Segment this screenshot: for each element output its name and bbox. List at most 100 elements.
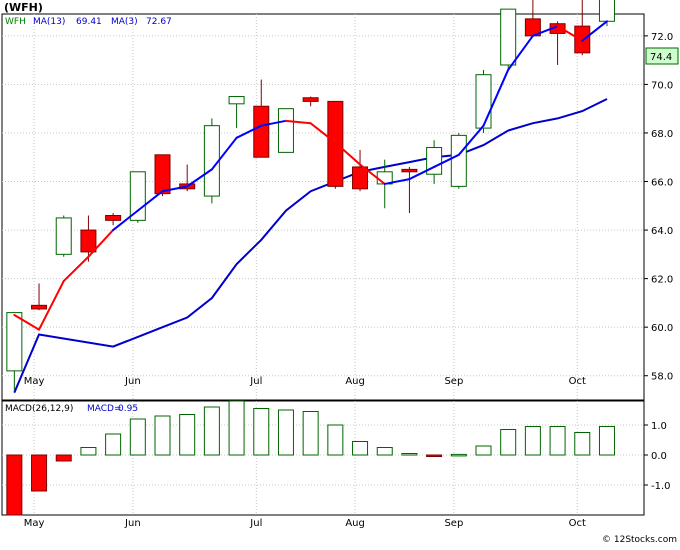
candle — [327, 100, 344, 189]
price-month-label: Jun — [124, 376, 141, 387]
macd-panel-frame — [1, 400, 645, 516]
price-tick-label: 60.0 — [651, 323, 673, 334]
candle-body — [450, 134, 467, 187]
ma3-segment — [581, 20, 608, 42]
candle — [277, 108, 294, 153]
macd-bar — [105, 433, 122, 456]
price-tick-label: 58.0 — [651, 372, 673, 383]
macd-tick-label: -1.0 — [651, 481, 671, 492]
macd-bar — [574, 432, 591, 456]
candle-body — [55, 217, 72, 255]
ma3-segment — [161, 185, 189, 193]
macd-month-label: Jul — [249, 518, 262, 529]
price-month-label: May — [24, 376, 45, 387]
macd-bar — [426, 454, 443, 457]
candle — [154, 154, 171, 197]
macd-month-label: Oct — [569, 518, 586, 529]
candle — [31, 283, 48, 311]
macd-bar — [598, 426, 615, 456]
candle-body — [277, 108, 294, 153]
candle-body — [154, 154, 171, 195]
candle-body — [302, 97, 319, 102]
macd-bar — [401, 453, 418, 456]
macd-bar — [352, 441, 369, 456]
macd-bar — [154, 415, 171, 456]
candle — [105, 213, 122, 226]
ma3-segment — [62, 255, 90, 283]
price-month-labels: May Jun Jul Aug Sep Oct — [24, 376, 586, 387]
ticker-label: WFH — [5, 17, 26, 27]
macd-title: MACD(26,12,9) — [5, 404, 73, 414]
macd-bar — [500, 429, 517, 456]
price-tick-label: 72.0 — [651, 32, 673, 43]
macd-bar-layer — [6, 400, 615, 516]
price-axis: 58.0 60.0 62.0 64.0 66.0 68.0 70.0 72.0 — [644, 32, 673, 383]
price-tick-label: 62.0 — [651, 275, 673, 286]
price-month-label: Oct — [569, 376, 586, 387]
candle-body — [352, 166, 369, 190]
ma3-segment — [408, 165, 436, 181]
candle-body — [80, 229, 97, 253]
candle — [500, 8, 517, 70]
candle-body — [426, 147, 443, 175]
macd-month-labels: May Jun Jul Aug Sep Oct — [24, 518, 586, 529]
macd-bar — [524, 426, 541, 456]
candle — [6, 312, 23, 391]
macd-bar — [327, 424, 344, 456]
ma3-segment — [433, 153, 460, 168]
macd-bar — [129, 418, 146, 456]
macd-value: 0.95 — [118, 404, 138, 414]
macd-month-label: Aug — [345, 518, 365, 529]
candle — [524, 0, 541, 37]
candle — [352, 149, 369, 192]
ma3-segment — [457, 124, 485, 156]
candle — [80, 215, 97, 262]
macd-bar — [228, 400, 245, 456]
candle-body — [401, 168, 418, 173]
macd-axis: 1.0 0.0 -1.0 — [644, 421, 671, 492]
price-panel-frame — [1, 13, 645, 401]
candle-body — [6, 312, 23, 372]
candle-body — [203, 125, 220, 197]
candle — [302, 96, 319, 107]
macd-bar — [450, 453, 467, 457]
candle-body — [598, 0, 615, 22]
macd-bar — [277, 409, 294, 456]
chart-title: (WFH) — [4, 1, 43, 14]
price-tick-label: 68.0 — [651, 129, 673, 140]
price-grid — [2, 14, 644, 400]
ma3-label: MA(3) — [111, 17, 138, 27]
ma3-segment — [334, 141, 362, 166]
candle-body — [228, 96, 245, 105]
ma3-segment — [210, 136, 238, 171]
price-month-label: Jul — [249, 376, 262, 387]
candle — [426, 140, 443, 184]
price-tick-label: 70.0 — [651, 80, 673, 91]
ma3-segment — [309, 122, 337, 144]
macd-bar — [179, 414, 196, 456]
macd-value-label: MACD= — [87, 404, 122, 414]
price-month-label: Aug — [345, 376, 365, 387]
macd-bar — [475, 445, 492, 456]
macd-bar — [203, 406, 220, 456]
ma3-segment — [260, 119, 287, 127]
ma13-value: 69.41 — [76, 17, 102, 27]
price-month-label: Sep — [444, 376, 463, 387]
macd-tick-label: 0.0 — [651, 451, 667, 462]
candle-body — [105, 214, 122, 221]
ma3-segment — [235, 124, 263, 139]
price-tick-label: 66.0 — [651, 178, 673, 189]
candle — [450, 132, 467, 189]
ma3-segment — [13, 314, 41, 331]
macd-bar — [549, 426, 566, 456]
price-tick-label: 64.0 — [651, 226, 673, 237]
ma3-segment — [136, 190, 164, 212]
candlestick-layer — [6, 0, 615, 391]
candle — [401, 166, 418, 214]
last-price-box — [645, 47, 679, 65]
macd-month-label: May — [24, 518, 45, 529]
ma3-segment — [284, 119, 312, 125]
ma13-label: MA(13) — [33, 17, 65, 27]
